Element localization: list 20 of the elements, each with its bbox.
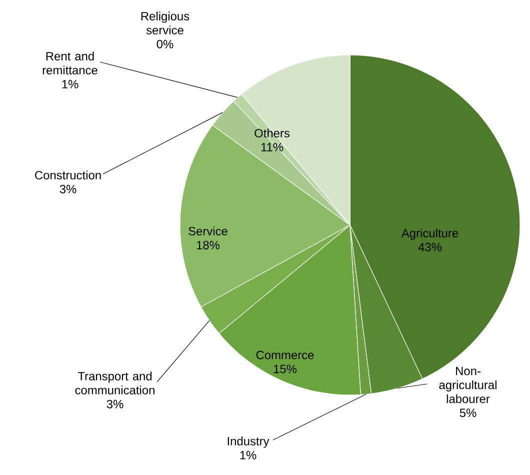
slice-label: Transport and communication — [75, 372, 154, 394]
slice-label: Construction — [35, 170, 101, 180]
slice-label: Others — [254, 128, 290, 138]
data-label: 11% — [261, 142, 284, 152]
data-label: 18% — [196, 240, 220, 250]
data-label: 3% — [106, 400, 124, 408]
data-label: 3% — [60, 184, 76, 194]
slice-label: Service — [188, 226, 228, 236]
category-label: Religious service — [141, 12, 190, 34]
slice-label: Commerce — [256, 350, 314, 360]
data-label: 1% — [240, 450, 256, 460]
slice-label: Industry — [228, 436, 270, 448]
data-label: 5% — [460, 408, 476, 418]
text: 0% — [156, 40, 174, 48]
data-label: 43% — [418, 242, 442, 252]
data-label: 15% — [274, 364, 297, 374]
slice-label: Agriculture — [401, 228, 458, 240]
slice-label: Rent and remittance — [42, 52, 98, 74]
slice-label: Non-agricultural labourer — [439, 366, 496, 404]
data-label: 1% — [62, 80, 78, 88]
